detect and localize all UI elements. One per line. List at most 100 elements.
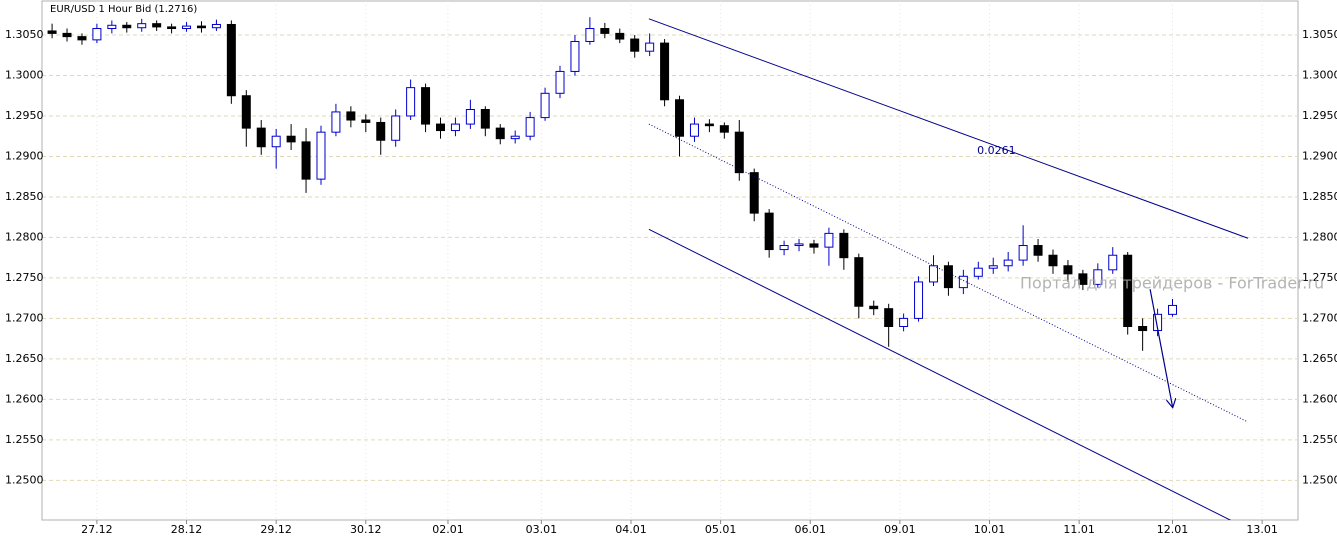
y-tick-label-right: 1.2850 (1302, 190, 1337, 203)
y-tick-label-right: 1.2600 (1302, 392, 1337, 405)
candle-body (450, 123, 460, 132)
candle-body (346, 111, 356, 121)
x-tick-label: 10.01 (974, 523, 1006, 536)
candle-body (615, 32, 625, 40)
y-tick-label: 1.3050 (5, 28, 44, 41)
y-tick-label: 1.2900 (5, 149, 44, 162)
candle-body (391, 115, 401, 141)
candle-body (600, 28, 610, 34)
candle-body (406, 87, 416, 117)
candle-body (928, 265, 938, 283)
candle-body (525, 117, 535, 137)
candle-body (809, 243, 819, 248)
y-tick-label-right: 1.3000 (1302, 68, 1337, 81)
candle-body (899, 317, 909, 327)
candle-body (316, 131, 326, 180)
y-tick-label-right: 1.2550 (1302, 433, 1337, 446)
candle-body (495, 127, 505, 140)
plot-frame (41, 0, 1299, 521)
candle-body (301, 141, 311, 180)
candle-body (152, 23, 162, 28)
candle-body (764, 212, 774, 251)
y-tick-label-right: 1.2750 (1302, 271, 1337, 284)
candle-body (704, 123, 714, 127)
y-tick-label: 1.2850 (5, 190, 44, 203)
candle-body (1018, 245, 1028, 261)
y-tick-label-right: 1.2950 (1302, 109, 1337, 122)
channel-upper (648, 18, 1249, 239)
plot-area (47, 17, 1249, 520)
channel-lower (648, 228, 1232, 520)
y-tick-label-right: 1.2500 (1302, 473, 1337, 486)
candle-body (943, 265, 953, 289)
candle-body (137, 23, 147, 29)
candle-body (779, 245, 789, 251)
grid (42, 1, 1298, 520)
y-tick-label-right: 1.2900 (1302, 149, 1337, 162)
x-tick-label: 13.01 (1246, 523, 1278, 536)
candle-body (1168, 304, 1178, 315)
y-tick-label: 1.2750 (5, 271, 44, 284)
candle-body (77, 36, 87, 41)
y-tick-label-right: 1.2800 (1302, 230, 1337, 243)
y-tick-label-right: 1.2700 (1302, 311, 1337, 324)
y-tick-label: 1.2500 (5, 473, 44, 486)
x-tick-label: 06.01 (794, 523, 826, 536)
candle-body (824, 232, 834, 248)
x-tick-label: 12.01 (1157, 523, 1189, 536)
candle-body (645, 42, 655, 52)
candle-body (226, 23, 236, 97)
y-tick-label: 1.2950 (5, 109, 44, 122)
candle-body (689, 123, 699, 137)
candle-body (958, 275, 968, 289)
candle-body (1108, 254, 1118, 271)
x-tick-label: 05.01 (705, 523, 737, 536)
candle-body (555, 70, 565, 94)
y-tick-label: 1.2800 (5, 230, 44, 243)
candle-body (884, 308, 894, 327)
candle-body (719, 125, 729, 133)
candle-body (241, 95, 251, 129)
x-tick-label: 29.12 (260, 523, 292, 536)
y-tick-label-right: 1.2650 (1302, 352, 1337, 365)
channel-label: 0.0261 (977, 144, 1016, 157)
candle-body (869, 305, 879, 310)
x-tick-label: 27.12 (81, 523, 113, 536)
candle-body (675, 99, 685, 137)
candle-body (182, 25, 192, 30)
candle-body (122, 24, 132, 29)
candle-body (570, 40, 580, 72)
y-tick-label: 1.2550 (5, 433, 44, 446)
candle-body (1003, 259, 1013, 267)
watermark: Портал для трейдеров - ForTrader.ru (1020, 274, 1324, 293)
x-tick-label: 04.01 (615, 523, 647, 536)
candle-body (914, 281, 924, 319)
y-tick-label: 1.2600 (5, 392, 44, 405)
candle-body (540, 92, 550, 119)
candle-body (1093, 269, 1103, 285)
chart-title: EUR/USD 1 Hour Bid (1.2716) (50, 4, 197, 15)
candle-body (271, 135, 281, 148)
candle-body (854, 257, 864, 307)
candle-body (256, 127, 266, 148)
y-tick-label: 1.2700 (5, 311, 44, 324)
x-tick-label: 09.01 (884, 523, 916, 536)
x-tick-label: 03.01 (526, 523, 558, 536)
candle-body (196, 25, 206, 29)
x-tick-label: 28.12 (171, 523, 203, 536)
channel-middle (648, 123, 1249, 423)
candle-body (734, 131, 744, 174)
candle-body (480, 108, 490, 129)
candle-body (421, 87, 431, 125)
candle-body (286, 135, 296, 143)
candle-body (211, 23, 221, 29)
candle-body (47, 30, 57, 34)
candle-body (361, 119, 371, 123)
x-tick-label: 30.12 (350, 523, 382, 536)
forecast-arrow (1149, 289, 1172, 406)
candle-body (167, 26, 177, 30)
candle-body (376, 121, 386, 141)
candle-body (988, 265, 998, 269)
candle-body (660, 42, 670, 101)
